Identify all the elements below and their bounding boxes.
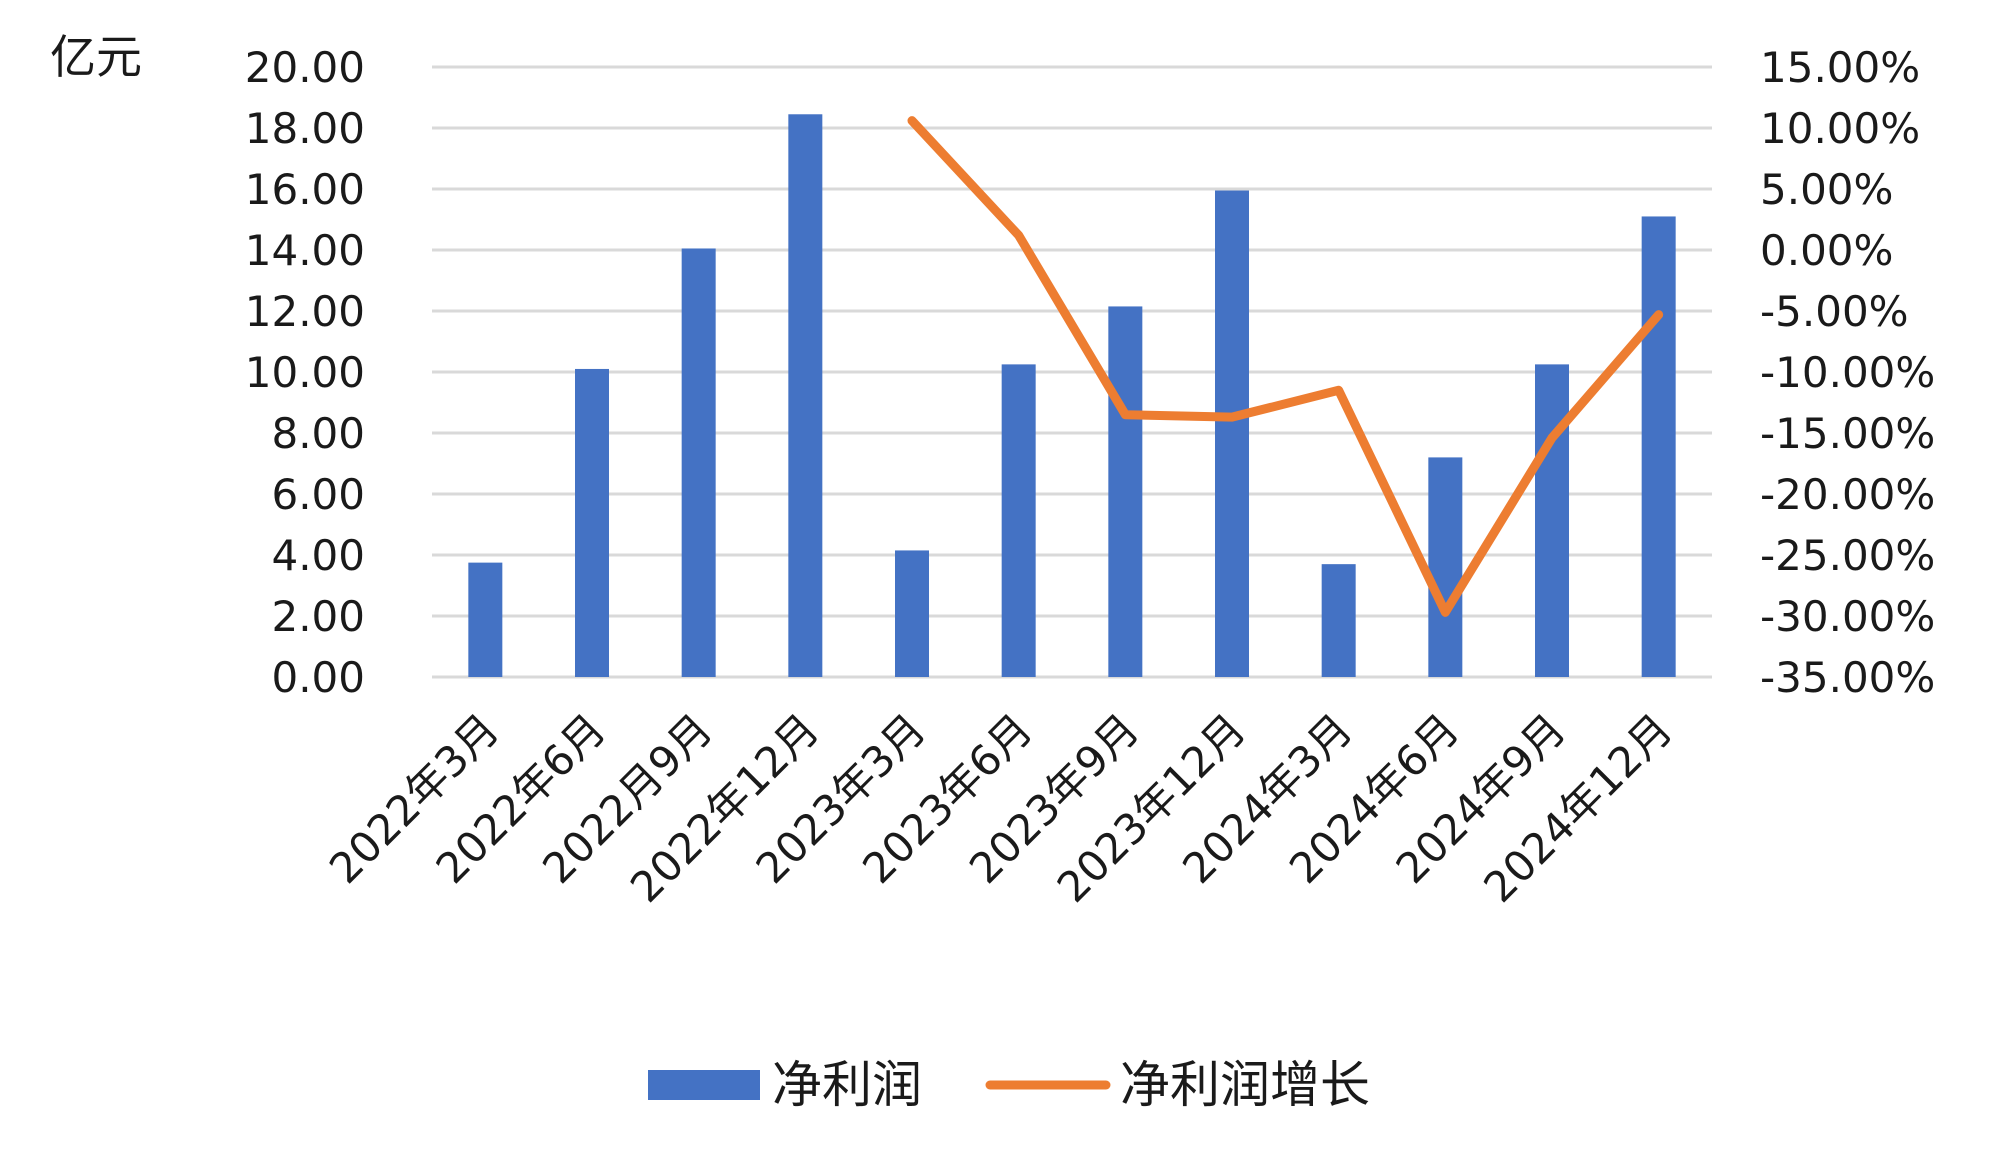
bar — [788, 114, 823, 677]
x-axis-ticks: 2022年3月2022年6月2022月9月2022年12月2023年3月2023… — [320, 704, 1682, 911]
right-axis-ticks: -35.00% -30.00% -25.00% -20.00% -15.00% -10.0… — [1760, 43, 1935, 702]
line-point — [911, 119, 913, 122]
bar — [895, 550, 929, 677]
line-point — [1231, 416, 1233, 419]
left-axis-ticks: 0.00 2.00 4.00 6.00 8.00 10.00 12.00 14.00 16.00… — [245, 43, 365, 702]
left-tick-label: 20.00 — [245, 43, 365, 92]
line-point — [1337, 389, 1340, 392]
right-tick-label: -35.00% — [1760, 653, 1935, 702]
bar — [1108, 306, 1143, 677]
left-tick-label: 10.00 — [245, 348, 365, 397]
right-tick-label: 0.00% — [1760, 226, 1893, 275]
line-point — [1551, 436, 1553, 439]
bar — [1001, 364, 1036, 677]
bar — [1428, 457, 1463, 677]
legend-line-label: 净利润增长 — [1120, 1056, 1370, 1114]
right-tick-label: 5.00% — [1760, 165, 1893, 214]
line-point — [1444, 611, 1447, 614]
right-tick-label: -20.00% — [1760, 470, 1935, 519]
line-point — [1657, 313, 1660, 316]
bar — [1641, 216, 1676, 677]
gridlines — [432, 65, 1712, 679]
bar — [575, 368, 609, 677]
left-tick-label: 0.00 — [271, 653, 365, 702]
left-tick-label: 2.00 — [271, 592, 365, 641]
right-tick-label: -10.00% — [1760, 348, 1935, 397]
bar — [681, 248, 716, 677]
right-tick-label: -25.00% — [1760, 531, 1935, 580]
legend-bar-label: 净利润 — [772, 1056, 922, 1114]
legend-bar-swatch — [648, 1070, 760, 1100]
line-point — [1124, 413, 1127, 416]
left-tick-label: 14.00 — [245, 226, 365, 275]
bar — [1215, 190, 1249, 677]
bar — [1321, 564, 1356, 677]
right-tick-label: -5.00% — [1760, 287, 1909, 336]
right-tick-label: 10.00% — [1760, 104, 1920, 153]
y-axis-unit-label: 亿元 — [50, 30, 142, 84]
right-tick-label: -30.00% — [1760, 592, 1935, 641]
left-tick-label: 12.00 — [245, 287, 365, 336]
bar — [468, 562, 503, 677]
left-tick-label: 8.00 — [271, 409, 365, 458]
growth-line — [907, 116, 1664, 617]
left-tick-label: 18.00 — [245, 104, 365, 153]
legend: 净利润 净利润增长 — [648, 1056, 1370, 1114]
bar-series — [468, 114, 1676, 677]
line-series — [907, 116, 1664, 617]
left-tick-label: 16.00 — [245, 165, 365, 214]
left-tick-label: 4.00 — [271, 531, 365, 580]
bar — [1535, 364, 1569, 677]
right-tick-label: 15.00% — [1760, 43, 1920, 92]
line-point — [1017, 234, 1020, 237]
left-tick-label: 6.00 — [271, 470, 365, 519]
right-tick-label: -15.00% — [1760, 409, 1935, 458]
